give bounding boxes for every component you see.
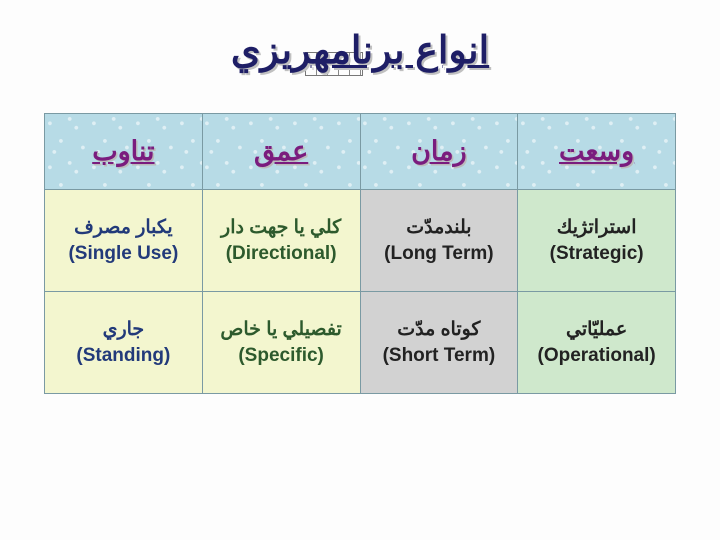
cell-fa: استراتژيك — [557, 217, 637, 238]
cell-fa: كوتاه مدّت — [397, 319, 480, 340]
cell-fa: تفصيلي يا خاص — [220, 319, 341, 340]
header-frequency: تناوب — [45, 114, 203, 190]
page-title: انواع برنامهريزي — [231, 28, 489, 73]
table-row: جاري (Standing) تفصيلي يا خاص (Specific)… — [45, 292, 676, 394]
table-row: يكبار مصرف (Single Use) كلي يا جهت دار (… — [45, 190, 676, 292]
cell-specific: تفصيلي يا خاص (Specific) — [202, 292, 360, 394]
cell-fa: يكبار مصرف — [74, 217, 173, 238]
title-area: انواع برنامهريزي — [0, 28, 720, 73]
cell-strategic: استراتژيك (Strategic) — [518, 190, 676, 292]
header-depth: عمق — [202, 114, 360, 190]
planning-types-table: تناوب عمق زمان وسعت يكبار مصرف (Single U… — [44, 113, 676, 394]
cell-single-use: يكبار مصرف (Single Use) — [45, 190, 203, 292]
cell-operational: عمليّاتي (Operational) — [518, 292, 676, 394]
slide: انواع برنامهريزي تناوب عمق زمان وسعت يكب… — [0, 0, 720, 540]
cell-en: (Operational) — [524, 343, 669, 369]
cell-en: (Standing) — [51, 343, 196, 369]
table-header-row: تناوب عمق زمان وسعت — [45, 114, 676, 190]
cell-long-term: بلندمدّت (Long Term) — [360, 190, 518, 292]
cell-directional: كلي يا جهت دار (Directional) — [202, 190, 360, 292]
cell-en: (Short Term) — [367, 343, 512, 369]
cell-fa: كلي يا جهت دار — [221, 217, 341, 238]
header-time: زمان — [360, 114, 518, 190]
cell-standing: جاري (Standing) — [45, 292, 203, 394]
cell-fa: جاري — [103, 319, 145, 340]
cell-en: (Single Use) — [51, 241, 196, 267]
cell-short-term: كوتاه مدّت (Short Term) — [360, 292, 518, 394]
cell-fa: بلندمدّت — [406, 217, 471, 238]
header-breadth: وسعت — [518, 114, 676, 190]
table: تناوب عمق زمان وسعت يكبار مصرف (Single U… — [44, 113, 676, 394]
cell-en: (Strategic) — [524, 241, 669, 267]
cell-fa: عمليّاتي — [566, 319, 627, 340]
cell-en: (Directional) — [209, 241, 354, 267]
cell-en: (Specific) — [209, 343, 354, 369]
cell-en: (Long Term) — [367, 241, 512, 267]
